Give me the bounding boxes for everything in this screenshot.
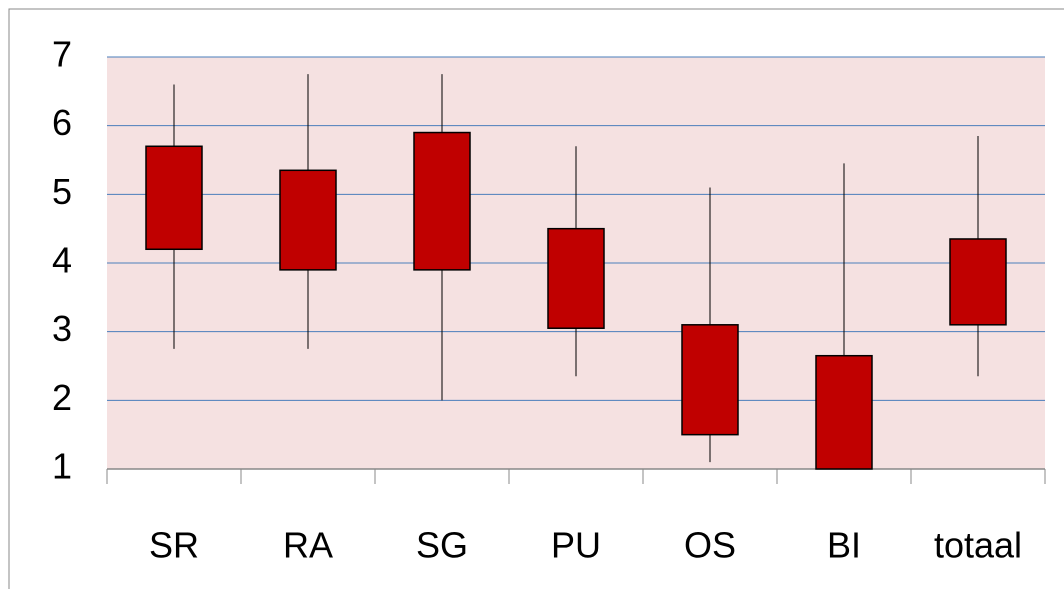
- y-tick-label: 1: [52, 446, 72, 487]
- x-tick-label: OS: [684, 525, 736, 566]
- box: [279, 169, 337, 271]
- y-tick-label: 2: [52, 377, 72, 418]
- x-tick-label: BI: [827, 525, 861, 566]
- x-tick-label: totaal: [934, 525, 1022, 566]
- x-tick-label: PU: [551, 525, 601, 566]
- y-tick-label: 3: [52, 308, 72, 349]
- x-tick-label: SG: [416, 525, 468, 566]
- y-tick-label: 6: [52, 102, 72, 143]
- y-tick-label: 5: [52, 171, 72, 212]
- x-tick-label: RA: [283, 525, 333, 566]
- box: [681, 324, 739, 436]
- box: [815, 354, 873, 470]
- y-tick-label: 4: [52, 240, 72, 281]
- chart-frame: [8, 8, 1064, 594]
- box: [145, 145, 203, 251]
- x-tick-label: SR: [149, 525, 199, 566]
- y-tick-label: 7: [52, 34, 72, 75]
- box: [413, 131, 471, 271]
- box: [949, 238, 1007, 326]
- box: [547, 227, 605, 329]
